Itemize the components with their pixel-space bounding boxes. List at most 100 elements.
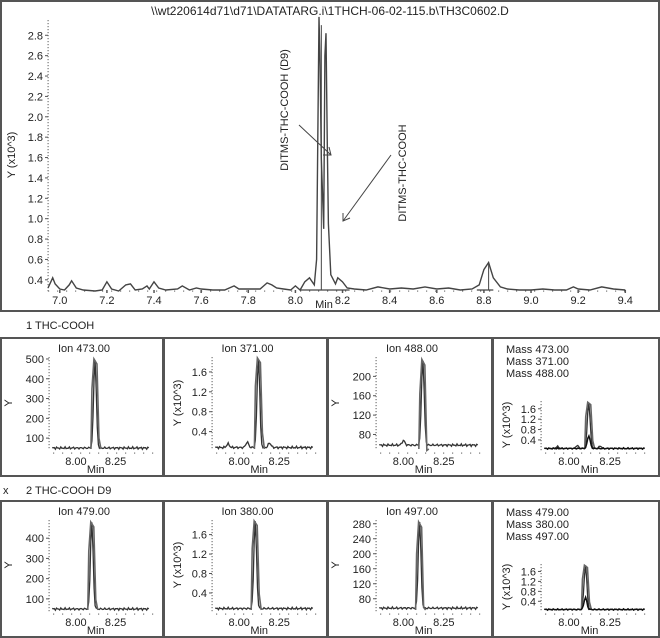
svg-text:0.8: 0.8 [192,407,207,419]
svg-text:8.25: 8.25 [268,617,289,629]
svg-text:7.4: 7.4 [146,295,161,307]
ion-panel-497: 80 120 160 200 240 280 8.00 8.25 Min Y Ion 497.00 [327,500,493,638]
svg-text:200: 200 [353,371,371,383]
svg-text:Ion 371.00: Ion 371.00 [222,343,274,355]
svg-text:0.4: 0.4 [521,435,536,447]
svg-text:Min: Min [315,299,333,310]
ion-panel-479: 100 200 300 400 8.00 8.25 Min Y Ion 479.00 [0,500,164,638]
svg-text:100: 100 [26,433,44,445]
svg-text:0.8: 0.8 [521,425,536,437]
svg-text:0.6: 0.6 [28,254,43,266]
svg-text:100: 100 [26,594,44,606]
svg-text:Mass 497.00: Mass 497.00 [506,531,569,543]
svg-text:1.4: 1.4 [28,173,43,185]
svg-text:8.00: 8.00 [558,617,579,629]
svg-text:8.25: 8.25 [599,456,620,468]
svg-text:0.4: 0.4 [28,275,43,287]
svg-text:160: 160 [353,391,371,403]
svg-text:8.00: 8.00 [228,617,249,629]
svg-text:2.4: 2.4 [28,71,43,83]
svg-text:120: 120 [353,579,371,591]
svg-text:8.00: 8.00 [228,456,249,468]
svg-text:1.6: 1.6 [28,153,43,165]
svg-text:Y: Y [330,399,342,407]
svg-text:0.8: 0.8 [192,569,207,581]
main-chromatogram-panel: \\wt220614d71\d71\DATATARG.i\1THCH-06-02… [0,0,660,312]
svg-text:8.00: 8.00 [393,617,414,629]
svg-text:Y: Y [3,399,15,407]
ion-panel-488: 80 120 160 200 8.00 8.25 Min Y Ion 488.00 [327,337,493,477]
svg-text:Min: Min [415,464,433,475]
svg-text:8.00: 8.00 [65,456,86,468]
svg-text:Ion 473.00: Ion 473.00 [58,343,110,355]
svg-text:300: 300 [26,394,44,406]
svg-text:Min: Min [250,464,268,475]
svg-text:7.8: 7.8 [241,295,256,307]
svg-text:DITMS-THC-COOH (D9): DITMS-THC-COOH (D9) [279,49,291,171]
svg-text:1.2: 1.2 [521,576,536,588]
svg-text:8.25: 8.25 [268,456,289,468]
svg-text:Mass 473.00: Mass 473.00 [506,344,569,356]
svg-text:2.8: 2.8 [28,30,43,42]
svg-text:0.8: 0.8 [521,586,536,598]
svg-text:Min: Min [415,625,433,636]
svg-text:8.0: 8.0 [288,295,303,307]
svg-text:200: 200 [26,413,44,425]
svg-text:280: 280 [353,519,371,531]
svg-text:8.25: 8.25 [433,617,454,629]
svg-text:1.2: 1.2 [28,193,43,205]
svg-text:8.8: 8.8 [476,295,491,307]
svg-text:Ion 380.00: Ion 380.00 [222,506,274,518]
svg-text:0.4: 0.4 [192,427,207,439]
svg-text:Min: Min [87,464,105,475]
overlay-panel-2: 0.4 0.8 1.2 1.6 8.00 8.25 Min Y (x10^3) Mass 479… [492,500,660,638]
svg-text:8.25: 8.25 [105,617,126,629]
svg-text:2.0: 2.0 [28,112,43,124]
svg-text:8.25: 8.25 [105,456,126,468]
svg-text:1.2: 1.2 [192,549,207,561]
svg-text:500: 500 [26,354,44,366]
svg-text:1.6: 1.6 [192,530,207,542]
svg-text:Mass 371.00: Mass 371.00 [506,356,569,368]
svg-text:8.25: 8.25 [433,456,454,468]
svg-text:7.0: 7.0 [52,295,67,307]
svg-text:1.8: 1.8 [28,132,43,144]
svg-text:200: 200 [353,549,371,561]
svg-text:8.00: 8.00 [558,456,579,468]
svg-text:8.25: 8.25 [599,617,620,629]
section-prefix-x: x [3,485,9,497]
svg-text:Y (x10^3): Y (x10^3) [172,380,184,427]
ion-panel-371: 0.4 0.8 1.2 1.6 8.00 8.25 Min Y (x10^3) Ion 371.… [163,337,328,477]
svg-text:160: 160 [353,564,371,576]
svg-text:Y (x10^3): Y (x10^3) [172,542,184,589]
svg-text:Min: Min [581,464,599,475]
svg-text:1.6: 1.6 [521,404,536,416]
svg-text:7.2: 7.2 [99,295,114,307]
svg-text:Ion 488.00: Ion 488.00 [386,343,438,355]
overlay-panel-1: 0.4 0.8 1.2 1.6 8.00 8.25 Min Y (x10^3) Mass 473… [492,337,660,477]
svg-text:Min: Min [581,625,599,636]
svg-text:2.6: 2.6 [28,51,43,63]
svg-text:Y (x10^3): Y (x10^3) [501,564,513,611]
svg-text:Y (x10^3): Y (x10^3) [501,402,513,449]
section-label-thc-cooh-d9: 2 THC-COOH D9 [26,485,112,497]
svg-text:9.0: 9.0 [523,295,538,307]
svg-text:9.4: 9.4 [618,295,633,307]
svg-text:Y: Y [3,561,15,569]
svg-text:Min: Min [250,625,268,636]
svg-text:120: 120 [353,410,371,422]
section-label-thc-cooh: 1 THC-COOH [26,320,95,332]
svg-text:8.00: 8.00 [393,456,414,468]
svg-text:1.6: 1.6 [192,367,207,379]
svg-text:8.4: 8.4 [382,295,397,307]
svg-text:Ion 479.00: Ion 479.00 [58,506,110,518]
svg-text:Mass 380.00: Mass 380.00 [506,519,569,531]
svg-text:200: 200 [26,574,44,586]
svg-text:400: 400 [26,374,44,386]
svg-text:1.2: 1.2 [521,414,536,426]
svg-text:1.6: 1.6 [521,566,536,578]
